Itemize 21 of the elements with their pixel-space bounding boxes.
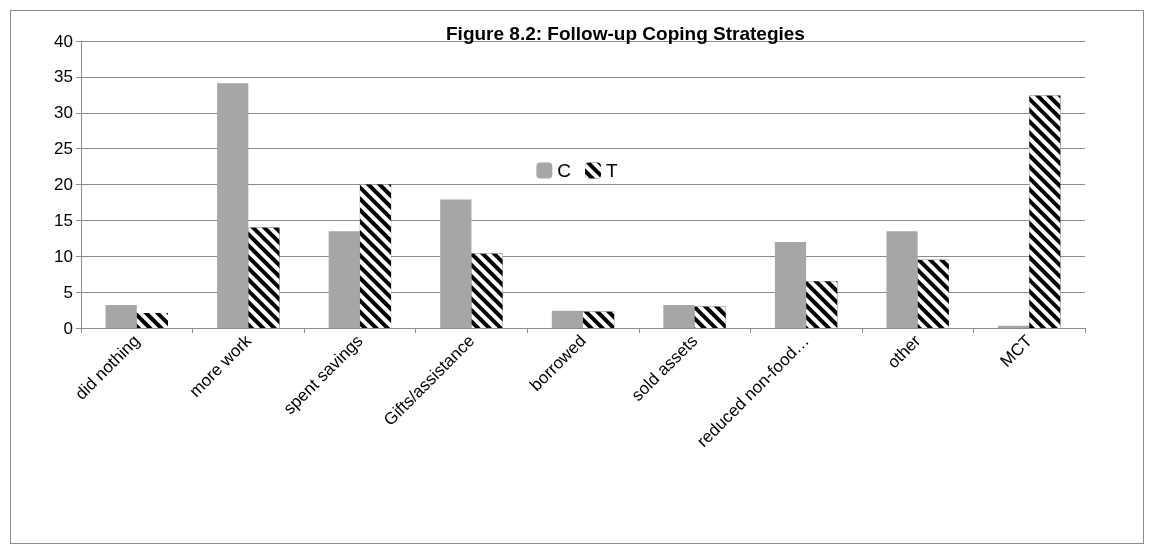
y-tick-label: 15 (54, 210, 73, 230)
legend-label: C (557, 160, 572, 181)
y-tick-label: 40 (54, 31, 73, 51)
bar (663, 305, 695, 328)
legend-label: T (606, 160, 619, 181)
bar (105, 305, 137, 328)
bar (328, 231, 360, 328)
bar (886, 231, 918, 328)
bar (440, 199, 472, 328)
y-tick-label: 0 (63, 318, 73, 338)
y-tick-label: 20 (54, 175, 73, 194)
bar (217, 83, 249, 328)
bar (774, 241, 807, 328)
y-tick-label: 5 (63, 282, 73, 302)
bar (997, 325, 1030, 328)
y-tick-label: 25 (54, 139, 73, 159)
y-tick-label: 35 (54, 67, 73, 87)
bar (551, 310, 583, 328)
y-tick-label: 30 (54, 103, 73, 123)
chart-title: Figure 8.2: Follow-up Coping Strategies (446, 23, 805, 44)
y-tick-label: 10 (54, 246, 73, 266)
